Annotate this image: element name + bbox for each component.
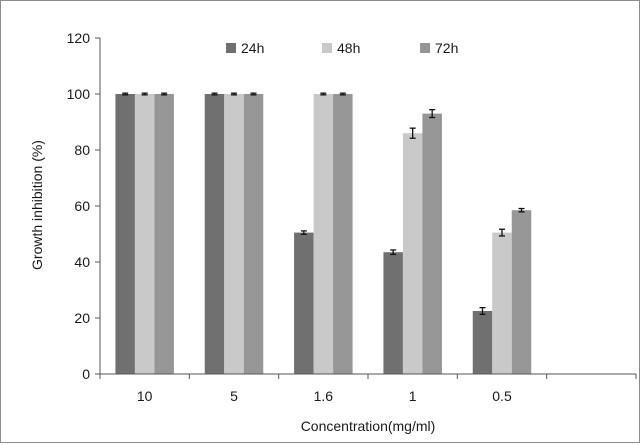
legend-swatch-48h: [322, 43, 332, 53]
bar-24h-1: [383, 252, 403, 374]
bar-72h-1: [422, 113, 442, 374]
y-tick-label: 40: [74, 254, 90, 270]
bar-48h-0.5: [492, 232, 512, 374]
legend-label-24h: 24h: [241, 40, 264, 56]
bar-72h-0.5: [511, 210, 532, 374]
error-bars-layer: [122, 92, 525, 316]
bar-48h-1.6: [313, 94, 334, 374]
x-tick-label: 10: [137, 388, 153, 404]
y-tick-label: 120: [67, 30, 91, 46]
legend-label-72h: 72h: [435, 40, 458, 56]
bar-24h-10: [115, 94, 135, 374]
bar-72h-1.6: [333, 94, 353, 374]
x-tick-label: 5: [230, 388, 238, 404]
legend-swatch-72h: [420, 43, 430, 53]
bar-24h-0.5: [472, 311, 493, 374]
bar-48h-5: [224, 94, 244, 374]
bars-layer: [115, 94, 532, 374]
legend-swatch-24h: [226, 43, 236, 53]
x-axis-ticks: 10 5 1.6 1 0.5: [99, 374, 637, 404]
legend: 24h 48h 72h: [226, 40, 458, 56]
y-tick-label: 60: [74, 198, 90, 214]
bar-24h-1.6: [294, 232, 314, 374]
legend-label-48h: 48h: [337, 40, 360, 56]
bar-72h-10: [154, 94, 174, 374]
y-tick-label: 20: [74, 310, 90, 326]
bar-48h-10: [134, 94, 155, 374]
y-tick-label: 0: [82, 366, 90, 382]
y-tick-label: 80: [74, 142, 90, 158]
x-tick-label: 1: [409, 388, 417, 404]
y-tick-label: 100: [67, 86, 91, 102]
y-axis-ticks: 0 20 40 60 80 100 120: [67, 30, 100, 382]
bar-48h-1: [402, 133, 423, 374]
y-axis-label: Growth inhibition (%): [29, 140, 45, 270]
x-axis-label: Concentration(mg/ml): [301, 418, 436, 434]
bar-24h-5: [204, 94, 225, 374]
axes-layer: [99, 38, 636, 375]
x-tick-label: 0.5: [492, 388, 512, 404]
bar-72h-5: [243, 94, 264, 374]
x-tick-label: 1.6: [314, 388, 334, 404]
